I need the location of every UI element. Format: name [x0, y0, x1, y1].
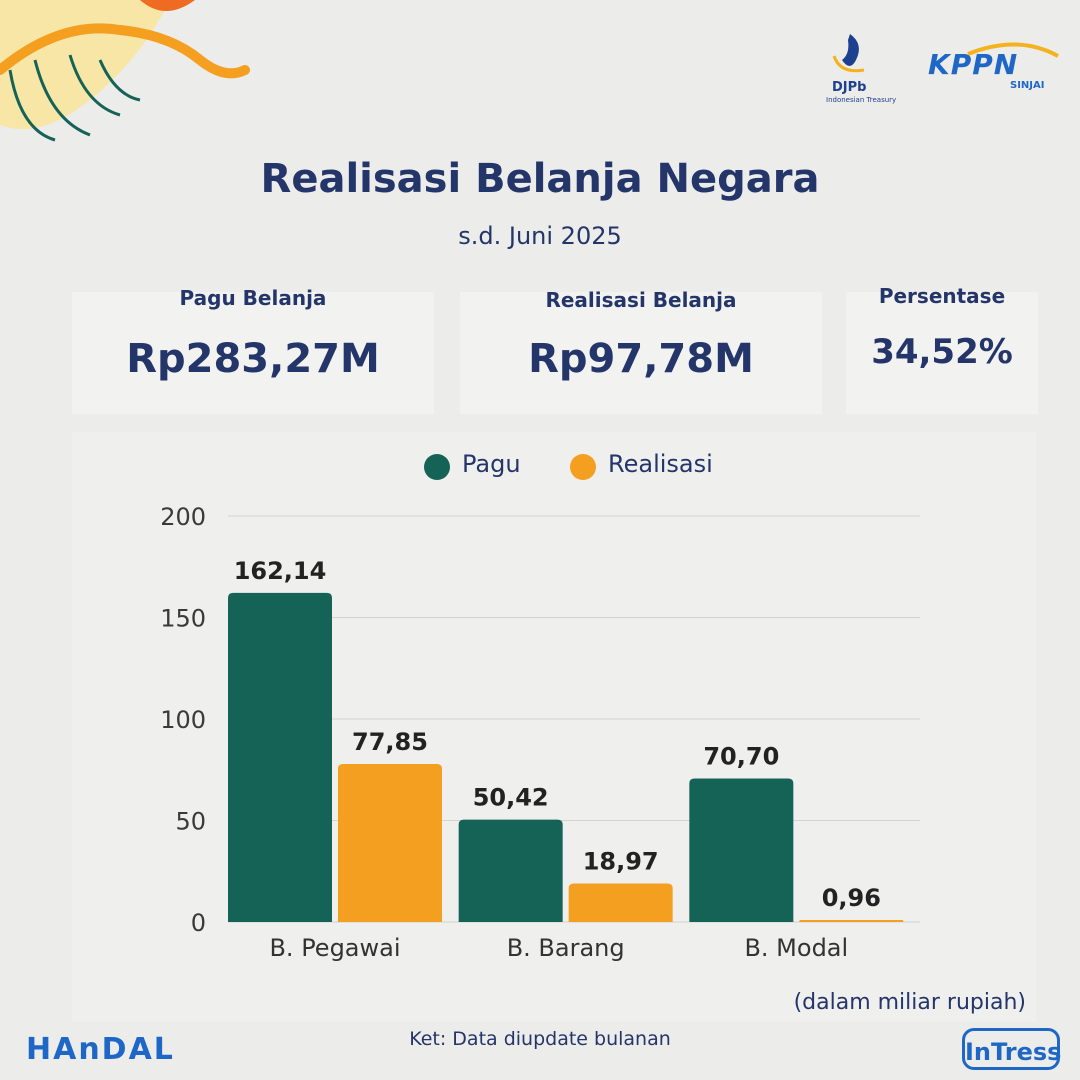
kppn-logo-subtext: SINJAI: [1010, 80, 1045, 91]
page-title: Realisasi Belanja Negara: [260, 156, 820, 202]
y-tick-label: 200: [160, 503, 206, 531]
data-label: 18,97: [583, 847, 659, 875]
y-tick-label: 150: [160, 605, 206, 633]
y-tick-label: 100: [160, 706, 206, 734]
y-tick-label: 50: [175, 808, 206, 836]
legend-label-pagu: Pagu: [462, 450, 521, 478]
legend-label-realisasi: Realisasi: [608, 450, 713, 478]
realisasi-card: Realisasi Belanja Rp97,78M: [460, 288, 822, 414]
bar-realisasi: [568, 883, 673, 922]
persentase-card: Persentase 34,52%: [846, 284, 1038, 414]
page-subtitle: s.d. Juni 2025: [458, 222, 622, 250]
data-label: 77,85: [352, 728, 428, 756]
update-note: Ket: Data diupdate bulanan: [409, 1028, 671, 1050]
kppn-logo: KPPN SINJAI: [928, 40, 1068, 100]
djpb-logo-subtext: Indonesian Treasury: [826, 96, 897, 104]
djpb-logo-text: DJPb: [832, 80, 867, 95]
data-label: 0,96: [822, 884, 881, 912]
bar-pagu: [228, 592, 332, 922]
persentase-label: Persentase: [878, 284, 1006, 308]
pagu-value: Rp283,27M: [126, 336, 380, 382]
intress-logo: InTress: [962, 1028, 1061, 1070]
x-category-label: B. Modal: [744, 934, 848, 962]
pagu-label: Pagu Belanja: [179, 286, 327, 310]
y-tick-label: 0: [191, 909, 206, 937]
pagu-card: Pagu Belanja Rp283,27M: [72, 286, 434, 414]
bar-realisasi: [799, 920, 904, 922]
legend-swatch-realisasi: [570, 454, 596, 480]
persentase-value: 34,52%: [871, 332, 1013, 372]
data-label: 70,70: [703, 742, 779, 770]
kppn-logo-text: KPPN: [928, 48, 1019, 81]
unit-note: (dalam miliar rupiah): [793, 990, 1026, 1015]
x-category-label: B. Pegawai: [269, 934, 400, 962]
decorative-leaves: [0, 0, 250, 142]
data-label: 50,42: [473, 784, 549, 812]
x-category-label: B. Barang: [507, 934, 625, 962]
realisasi-value: Rp97,78M: [528, 336, 754, 382]
bar-pagu: [689, 778, 794, 922]
djpb-emblem-icon: [832, 34, 865, 73]
bar-realisasi: [338, 763, 442, 922]
data-label: 162,14: [234, 557, 327, 585]
handal-logo: HAnDAL: [26, 1032, 175, 1067]
legend-swatch-pagu: [424, 454, 450, 480]
kppn-arc-icon: [967, 42, 1059, 58]
bar-pagu: [458, 819, 563, 922]
realisasi-label: Realisasi Belanja: [545, 288, 737, 312]
djpb-logo: DJPb Indonesian Treasury: [820, 30, 900, 110]
